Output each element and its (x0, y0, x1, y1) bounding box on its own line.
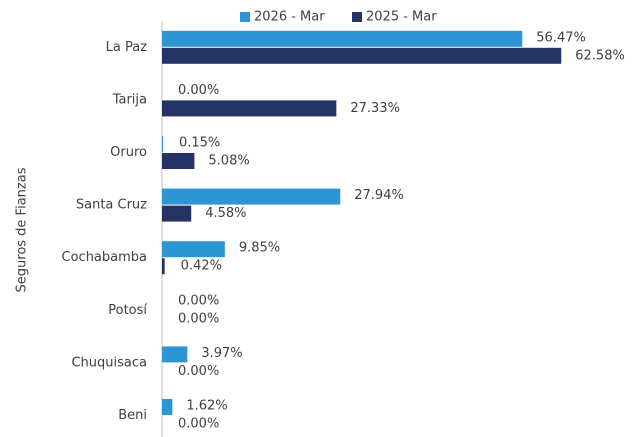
value-label: 0.00% (178, 417, 219, 432)
value-label: 5.08% (208, 154, 249, 169)
bar (162, 258, 165, 275)
value-label: 27.94% (354, 188, 404, 203)
value-label: 62.58% (575, 48, 625, 63)
value-label: 0.00% (178, 364, 219, 379)
bar (162, 241, 225, 258)
category-label: Potosí (108, 303, 147, 318)
value-label: 9.85% (239, 241, 280, 256)
category-label: Beni (118, 408, 147, 423)
legend-label: 2026 - Mar (254, 10, 325, 25)
bar (162, 205, 192, 222)
value-label: 1.62% (186, 399, 227, 414)
value-label: 3.97% (201, 346, 242, 361)
category-label: Santa Cruz (76, 198, 147, 213)
value-label: 56.47% (536, 30, 586, 45)
category-label: Cochabamba (62, 250, 147, 265)
bar (162, 188, 341, 205)
category-label: Tarija (112, 92, 147, 107)
legend-swatch (240, 12, 250, 22)
value-label: 27.33% (350, 101, 400, 116)
value-label: 0.42% (181, 259, 222, 274)
bar (162, 153, 195, 169)
category-label: Oruro (110, 145, 147, 160)
category-label: La Paz (106, 40, 148, 55)
legend-label: 2025 - Mar (366, 10, 437, 25)
bar (162, 47, 562, 64)
y-axis-label: Seguros de Fianzas (15, 167, 30, 292)
bar (162, 399, 173, 415)
value-label: 0.00% (178, 83, 219, 98)
bar (162, 136, 163, 152)
value-label: 4.58% (205, 206, 246, 221)
value-label: 0.00% (178, 311, 219, 326)
bar (162, 100, 337, 117)
category-label: Chuquisaca (71, 355, 147, 370)
value-label: 0.00% (178, 293, 219, 308)
bar (162, 30, 523, 47)
legend-swatch (352, 12, 362, 22)
bar (162, 346, 188, 363)
value-label: 0.15% (179, 136, 220, 151)
